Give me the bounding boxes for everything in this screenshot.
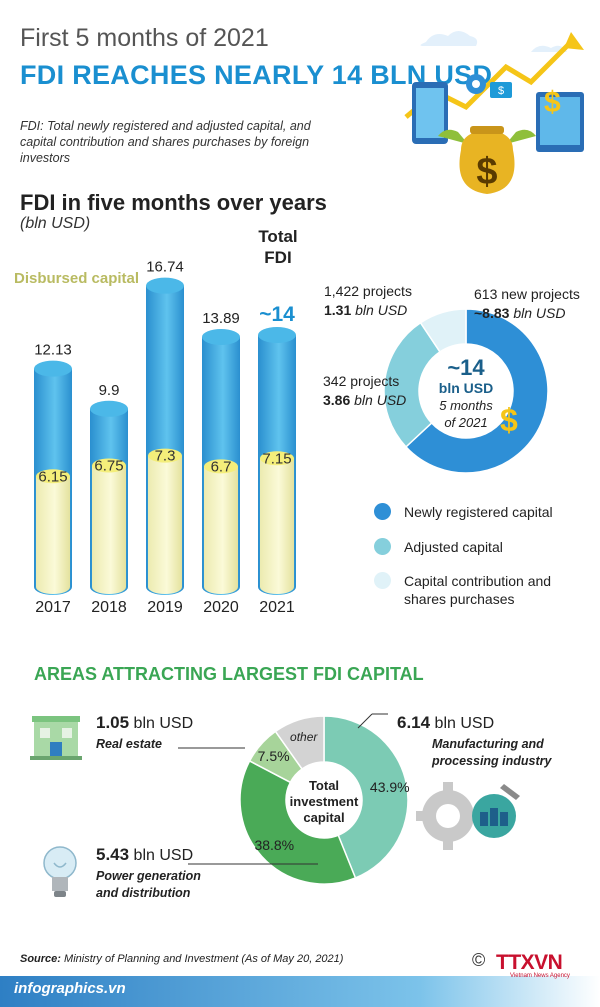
area-connectors	[178, 713, 388, 865]
disbursed-bar	[148, 455, 182, 594]
areas-slice	[239, 759, 357, 885]
sup-title: First 5 months of 2021	[20, 24, 269, 52]
agency-logo: TTXVN	[496, 951, 563, 974]
disbursed-value-label: 6.15	[38, 468, 67, 485]
disbursed-bar	[204, 466, 238, 594]
total-bar-top	[90, 400, 128, 417]
areas-slice-label: 43.9%	[370, 779, 410, 795]
total-value-label: 9.9	[99, 382, 120, 399]
disbursed-bar	[260, 458, 294, 594]
source-note: Source: Ministry of Planning and Investm…	[20, 953, 344, 965]
investment-illustration: $ $ $	[404, 31, 584, 194]
svg-text:$: $	[476, 151, 497, 193]
donut1-center-unit: bln USD	[438, 380, 494, 396]
copyright-icon: ©	[472, 950, 486, 970]
disbursed-value-label: 6.75	[94, 458, 123, 475]
areas-donut: 43.9% 38.8% 7.5%other	[239, 715, 410, 885]
total-value-label: 13.89	[202, 310, 240, 327]
donut1-center-year: of 2021	[444, 415, 488, 430]
manufacturing-amount: 6.14 bln USD	[397, 713, 495, 732]
total-bar-top	[202, 328, 240, 345]
new-projects: 613 new projects	[474, 286, 580, 302]
money-bag-icon	[459, 130, 515, 194]
donut1-center-value: ~14	[447, 355, 485, 380]
cloud-icon	[420, 31, 478, 46]
legend-dot-mid	[374, 538, 391, 555]
footer-site[interactable]: infographics.vn	[14, 980, 126, 997]
areas-slice	[274, 715, 325, 771]
areas-title: AREAS ATTRACTING LARGEST FDI CAPITAL	[34, 664, 424, 684]
donut2-center-label: Total investment capital	[289, 778, 359, 825]
factory-gear-icon	[416, 782, 520, 850]
real-estate-amount: 1.05 bln USD	[96, 713, 194, 732]
year-tick-label: 2021	[259, 599, 295, 616]
fdi-composition-donut	[383, 308, 549, 474]
disbursed-bar	[92, 465, 126, 594]
cloud-icon	[531, 45, 567, 52]
donut1-slice	[419, 308, 467, 353]
footer-band	[0, 976, 600, 1007]
disbursed-bar-top	[36, 469, 70, 484]
areas-slice-label: 38.8%	[254, 837, 294, 853]
donut-label-new: 613 new projects ~8.83 bln USD	[474, 285, 580, 323]
areas-slice-label: 7.5%	[258, 748, 290, 764]
new-unit: bln USD	[509, 305, 566, 321]
fdi-bar-chart: 12.13 6.15 2017 9.9 6.75 2018 16.74 7.3 2019 13.8…	[34, 259, 296, 616]
bar-chart-unit: (bln USD)	[20, 215, 91, 232]
dollar-sign-icon: $	[500, 402, 518, 438]
power-name: Power generation and distribution	[96, 869, 201, 900]
wrench-icon	[500, 784, 520, 800]
disbursed-bar	[36, 476, 70, 594]
legend-dot-light	[374, 572, 391, 589]
year-tick-label: 2019	[147, 599, 183, 616]
svg-text:$: $	[544, 86, 561, 119]
power-amount: 5.43 bln USD	[96, 845, 194, 864]
donut1-center: ~14 bln USD 5 months of 2021	[426, 356, 506, 431]
total-value-label: ~14	[259, 303, 295, 326]
areas-donut-hole	[288, 764, 360, 836]
donut-label-adjusted: 342 projects 3.86 bln USD	[323, 372, 406, 410]
new-amount: ~8.83	[474, 305, 510, 321]
total-bar-top	[146, 277, 184, 294]
donut-label-contribution: 1,422 projects 1.31 bln USD	[324, 282, 412, 320]
areas-slice-label: other	[290, 730, 318, 744]
disbursed-bar-top	[260, 451, 294, 466]
year-tick-label: 2018	[91, 599, 127, 616]
disbursed-bar-top	[204, 459, 238, 474]
legend-disbursed-capital: Disbursed capital	[14, 270, 140, 287]
disbursed-bar-top	[148, 448, 182, 463]
agency-subtitle: Vietnam News Agency	[510, 973, 570, 979]
manufacturing-name: Manufacturing and processing industry	[432, 737, 552, 768]
year-tick-label: 2017	[35, 599, 71, 616]
adjusted-unit: bln USD	[350, 392, 407, 408]
total-value-label: 12.13	[34, 342, 72, 359]
light-bulb-icon	[43, 846, 77, 897]
total-bar-top	[34, 360, 72, 377]
contribution-amount: 1.31	[324, 302, 352, 318]
contribution-projects: 1,422 projects	[324, 283, 412, 299]
donut1-center-period: 5 months	[439, 398, 493, 413]
contribution-unit: bln USD	[351, 302, 408, 318]
year-tick-label: 2020	[203, 599, 239, 616]
disbursed-value-label: 7.3	[155, 448, 176, 465]
real-estate-name: Real estate	[96, 737, 163, 751]
disbursed-value-label: 7.15	[262, 450, 291, 467]
dollar-note-icon	[490, 82, 512, 98]
total-bar-top	[258, 327, 296, 343]
total-value-label: 16.74	[146, 259, 184, 276]
fdi-definition: FDI: Total newly registered and adjusted…	[20, 119, 311, 165]
adjusted-projects: 342 projects	[323, 373, 400, 389]
disbursed-bar-top	[92, 458, 126, 473]
areas-slice	[323, 715, 409, 879]
legend-dot-dark	[374, 503, 391, 520]
legend-total-fdi: Total FDI	[258, 227, 298, 267]
bar-chart-title: FDI in five months over years	[20, 190, 327, 215]
house-icon	[30, 716, 82, 760]
adjusted-amount: 3.86	[323, 392, 351, 408]
svg-text:$: $	[498, 85, 504, 97]
disbursed-value-label: 6.7	[211, 458, 232, 475]
donut1-slice	[404, 308, 549, 474]
